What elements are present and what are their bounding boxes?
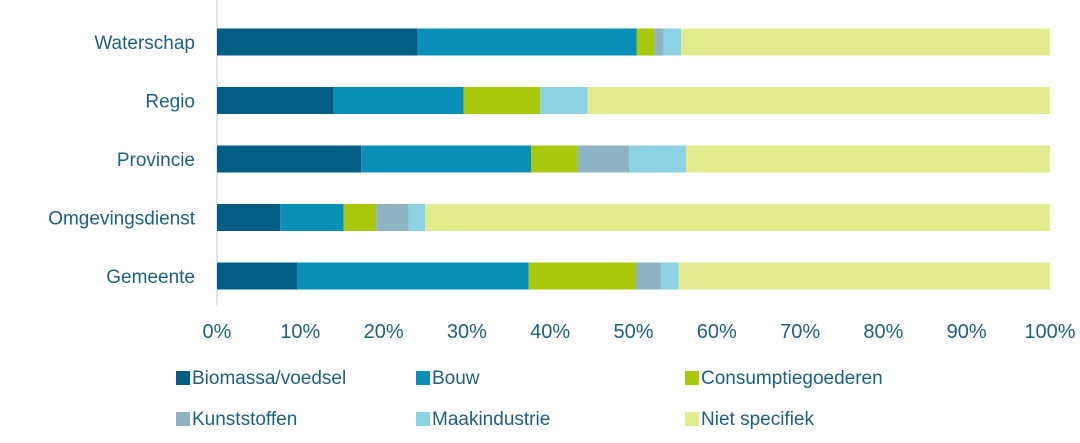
legend-swatch bbox=[685, 412, 699, 426]
bar-segment bbox=[654, 28, 664, 56]
x-tick-label: 100% bbox=[1024, 321, 1075, 343]
bar-segment bbox=[217, 28, 418, 56]
bar-segment bbox=[408, 204, 426, 231]
bar-segment bbox=[636, 28, 655, 56]
x-tick-label: 30% bbox=[447, 321, 487, 343]
x-tick-label: 60% bbox=[697, 321, 737, 343]
x-tick-label: 20% bbox=[364, 321, 404, 343]
x-tick-label: 90% bbox=[947, 321, 987, 343]
x-tick-label: 80% bbox=[863, 321, 903, 343]
bar-segment bbox=[577, 145, 630, 173]
legend-label: Kunststoffen bbox=[192, 409, 297, 430]
category-label: Waterschap bbox=[94, 33, 195, 54]
category-label: Omgevingsdienst bbox=[48, 209, 196, 230]
bar-segment bbox=[663, 28, 681, 56]
bar-segment bbox=[425, 204, 1050, 231]
category-label: Gemeente bbox=[106, 267, 195, 288]
bar-segment bbox=[217, 145, 362, 173]
bar-segment bbox=[540, 87, 588, 114]
category-label: Regio bbox=[145, 92, 195, 113]
bar-segment bbox=[417, 28, 637, 56]
bar-segment bbox=[296, 262, 529, 290]
bar-segment bbox=[660, 262, 679, 290]
bar-segment bbox=[678, 262, 1050, 290]
legend-label: Maakindustrie bbox=[432, 409, 550, 430]
bar-segment bbox=[528, 262, 636, 290]
x-tick-label: 50% bbox=[613, 321, 653, 343]
bar-segment bbox=[333, 87, 464, 114]
bar-segment bbox=[685, 145, 1050, 173]
legend-swatch bbox=[416, 412, 430, 426]
legend-swatch bbox=[176, 371, 190, 385]
legend-label: Consumptiegoederen bbox=[701, 368, 883, 389]
x-tick-label: 70% bbox=[780, 321, 820, 343]
bar-segment bbox=[343, 204, 377, 231]
bar-segment bbox=[217, 204, 281, 231]
bar-segment bbox=[531, 145, 578, 173]
bar-segment bbox=[463, 87, 541, 114]
bar-segment bbox=[280, 204, 344, 231]
legend-label: Biomassa/voedsel bbox=[192, 368, 346, 389]
bar-segment bbox=[635, 262, 661, 290]
legend-swatch bbox=[176, 412, 190, 426]
bar-segment bbox=[680, 28, 1050, 56]
bar-segment bbox=[587, 87, 1050, 114]
x-tick-label: 10% bbox=[280, 321, 320, 343]
legend-swatch bbox=[685, 371, 699, 385]
bar-segment bbox=[217, 262, 297, 290]
legend-swatch bbox=[416, 371, 430, 385]
bar-segment bbox=[629, 145, 686, 173]
legend-label: Bouw bbox=[432, 368, 480, 389]
x-tick-label: 0% bbox=[203, 321, 232, 343]
bar-segment bbox=[376, 204, 409, 231]
x-tick-label: 40% bbox=[530, 321, 570, 343]
category-label: Provincie bbox=[117, 150, 195, 171]
bar-segment bbox=[217, 87, 334, 114]
legend-label: Niet specifiek bbox=[701, 409, 814, 430]
bar-segment bbox=[361, 145, 532, 173]
